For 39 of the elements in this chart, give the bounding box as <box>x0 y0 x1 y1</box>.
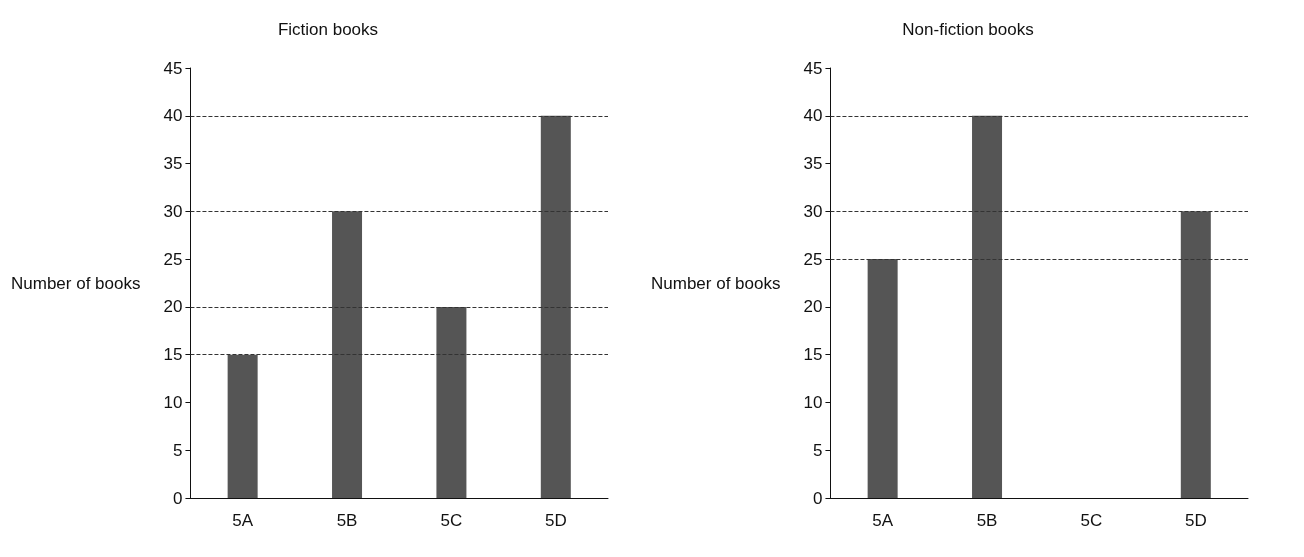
bar <box>867 259 898 498</box>
y-tick-label: 10 <box>803 392 823 412</box>
y-tick-label: 5 <box>172 440 183 460</box>
y-tick-label: 15 <box>163 345 183 365</box>
y-tick-label: 0 <box>172 488 183 508</box>
x-tick-label: 5C <box>1080 511 1103 530</box>
bar <box>227 354 258 498</box>
x-tick-label: 5A <box>872 511 894 530</box>
x-tick-label: 5C <box>440 511 463 530</box>
y-axis-title: Number of books <box>11 273 141 293</box>
x-tick-label: 5A <box>232 511 254 530</box>
chart-title: Non-fiction books <box>902 20 1034 39</box>
y-tick-label: 35 <box>163 154 183 174</box>
y-tick-label: 30 <box>163 201 183 221</box>
y-tick-label: 30 <box>803 201 823 221</box>
bar <box>540 115 571 498</box>
y-tick-label: 40 <box>803 106 823 126</box>
x-tick-label: 5B <box>976 511 998 530</box>
y-axis-title: Number of books <box>651 273 781 293</box>
y-tick-label: 0 <box>812 488 823 508</box>
bar <box>436 306 467 498</box>
y-tick-label: 20 <box>803 297 823 317</box>
y-tick-label: 40 <box>163 106 183 126</box>
y-tick-label: 20 <box>163 297 183 317</box>
y-tick-label: 10 <box>163 392 183 412</box>
bar <box>972 115 1003 498</box>
bar <box>1180 211 1211 498</box>
y-tick-label: 45 <box>163 58 183 78</box>
y-tick-label: 25 <box>163 249 183 269</box>
x-tick-label: 5B <box>336 511 358 530</box>
y-tick-label: 25 <box>803 249 823 269</box>
y-tick-label: 5 <box>812 440 823 460</box>
chart-title: Fiction books <box>277 20 379 39</box>
bar <box>332 211 363 498</box>
x-tick-label: 5D <box>544 511 567 530</box>
x-tick-label: 5D <box>1184 511 1207 530</box>
y-tick-label: 45 <box>803 58 823 78</box>
y-tick-label: 15 <box>803 345 823 365</box>
y-tick-label: 35 <box>803 154 823 174</box>
